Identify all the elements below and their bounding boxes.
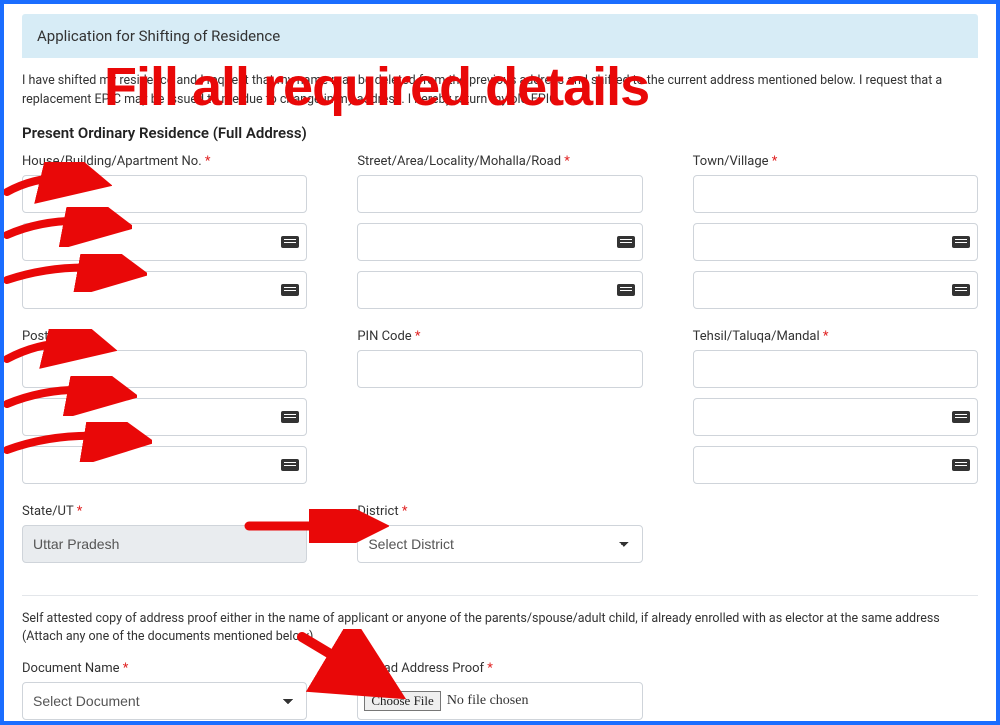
input-post-2[interactable] <box>22 398 307 436</box>
select-district[interactable]: Select District <box>357 525 642 563</box>
address-grid-2: Post Office * PIN Code * Tehsil/Taluqa/M… <box>22 329 978 498</box>
field-street: Street/Area/Locality/Mohalla/Road * <box>357 154 642 319</box>
section-title: Present Ordinary Residence (Full Address… <box>22 124 978 142</box>
select-document[interactable]: Select Document <box>22 682 307 720</box>
intro-text: I have shifted my residence and I reques… <box>22 72 978 110</box>
keyboard-icon[interactable] <box>617 236 635 248</box>
input-town-3[interactable] <box>693 271 978 309</box>
label-tehsil: Tehsil/Taluqa/Mandal * <box>693 329 978 344</box>
label-house: House/Building/Apartment No. * <box>22 154 307 169</box>
address-grid-1: House/Building/Apartment No. * Street/Ar… <box>22 154 978 323</box>
input-town-1[interactable] <box>693 175 978 213</box>
card-header: Application for Shifting of Residence <box>22 14 978 58</box>
input-house-2[interactable] <box>22 223 307 261</box>
input-town-2[interactable] <box>693 223 978 261</box>
keyboard-icon[interactable] <box>281 284 299 296</box>
input-street-1[interactable] <box>357 175 642 213</box>
label-upload: Upload Address Proof * <box>357 661 642 676</box>
input-street-3[interactable] <box>357 271 642 309</box>
field-upload: Upload Address Proof * Choose File No fi… <box>357 661 642 725</box>
label-street: Street/Area/Locality/Mohalla/Road * <box>357 154 642 169</box>
keyboard-icon[interactable] <box>281 411 299 423</box>
keyboard-icon[interactable] <box>281 459 299 471</box>
keyboard-icon[interactable] <box>952 236 970 248</box>
input-tehsil-1[interactable] <box>693 350 978 388</box>
label-docname: Document Name * <box>22 661 307 676</box>
form-card: Application for Shifting of Residence I … <box>22 14 978 725</box>
keyboard-icon[interactable] <box>952 459 970 471</box>
field-docname: Document Name * Select Document <box>22 661 307 725</box>
input-house-1[interactable] <box>22 175 307 213</box>
file-status: No file chosen <box>447 693 529 709</box>
input-house-3[interactable] <box>22 271 307 309</box>
field-house: House/Building/Apartment No. * <box>22 154 307 319</box>
file-input-row[interactable]: Choose File No file chosen <box>357 682 642 720</box>
keyboard-icon[interactable] <box>617 284 635 296</box>
field-district: District * Select District <box>357 504 642 573</box>
field-post: Post Office * <box>22 329 307 494</box>
keyboard-icon[interactable] <box>952 411 970 423</box>
label-town: Town/Village * <box>693 154 978 169</box>
section-divider <box>22 595 978 596</box>
input-tehsil-2[interactable] <box>693 398 978 436</box>
keyboard-icon[interactable] <box>952 284 970 296</box>
label-district: District * <box>357 504 642 519</box>
label-post: Post Office * <box>22 329 307 344</box>
app-frame: Application for Shifting of Residence I … <box>0 0 1000 725</box>
label-pin: PIN Code * <box>357 329 642 344</box>
field-tehsil: Tehsil/Taluqa/Mandal * <box>693 329 978 494</box>
keyboard-icon[interactable] <box>281 236 299 248</box>
input-post-1[interactable] <box>22 350 307 388</box>
card-title: Application for Shifting of Residence <box>37 27 280 45</box>
label-state: State/UT * <box>22 504 307 519</box>
address-grid-3: State/UT * District * Select District <box>22 504 978 577</box>
choose-file-button[interactable]: Choose File <box>364 691 440 711</box>
input-post-3[interactable] <box>22 446 307 484</box>
doc-grid: Document Name * Select Document Upload A… <box>22 661 978 725</box>
field-town: Town/Village * <box>693 154 978 319</box>
attest-text: Self attested copy of address proof eith… <box>22 610 978 648</box>
field-state: State/UT * <box>22 504 307 573</box>
input-state <box>22 525 307 563</box>
input-pin[interactable] <box>357 350 642 388</box>
input-street-2[interactable] <box>357 223 642 261</box>
input-tehsil-3[interactable] <box>693 446 978 484</box>
card-body: I have shifted my residence and I reques… <box>22 58 978 725</box>
field-pin: PIN Code * <box>357 329 642 494</box>
